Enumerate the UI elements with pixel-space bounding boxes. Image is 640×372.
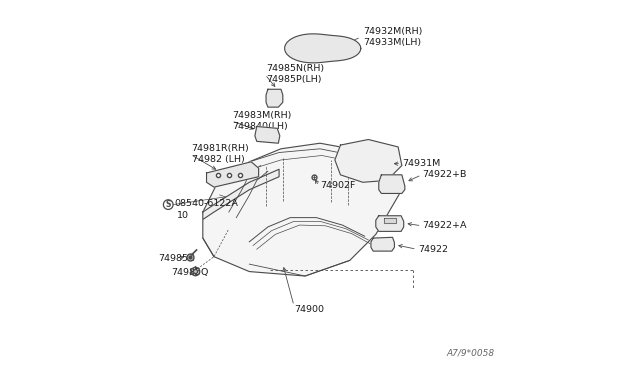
Polygon shape	[207, 162, 259, 187]
Text: 74981R(RH): 74981R(RH)	[191, 144, 250, 153]
Text: 74983M(RH): 74983M(RH)	[232, 111, 292, 120]
Text: 74931M: 74931M	[402, 159, 440, 168]
Text: 74985N(RH): 74985N(RH)	[266, 64, 324, 73]
Polygon shape	[266, 89, 283, 107]
Text: 74985P(LH): 74985P(LH)	[266, 76, 321, 84]
Text: 74922: 74922	[418, 245, 448, 254]
Text: 74982 (LH): 74982 (LH)	[191, 155, 244, 164]
Polygon shape	[203, 169, 279, 219]
Polygon shape	[371, 237, 394, 251]
Polygon shape	[379, 175, 405, 193]
Text: 74922+B: 74922+B	[422, 170, 467, 179]
Text: 74900: 74900	[294, 305, 324, 314]
Text: 749840(LH): 749840(LH)	[232, 122, 289, 131]
Text: 74985Q: 74985Q	[172, 268, 209, 277]
Text: 74932M(RH): 74932M(RH)	[363, 27, 422, 36]
Text: 74933M(LH): 74933M(LH)	[363, 38, 421, 47]
Text: 74902F: 74902F	[320, 182, 355, 190]
Text: 74985C: 74985C	[158, 254, 195, 263]
Polygon shape	[376, 216, 404, 231]
Text: 10: 10	[177, 211, 189, 220]
Text: S: S	[166, 200, 171, 209]
Polygon shape	[285, 34, 361, 63]
Polygon shape	[203, 143, 402, 276]
Text: A7/9*0058: A7/9*0058	[447, 348, 495, 357]
Polygon shape	[385, 218, 396, 223]
Polygon shape	[335, 140, 402, 182]
Text: 08540-6122A: 08540-6122A	[174, 199, 238, 208]
Polygon shape	[255, 126, 280, 143]
Text: 74922+A: 74922+A	[422, 221, 467, 230]
